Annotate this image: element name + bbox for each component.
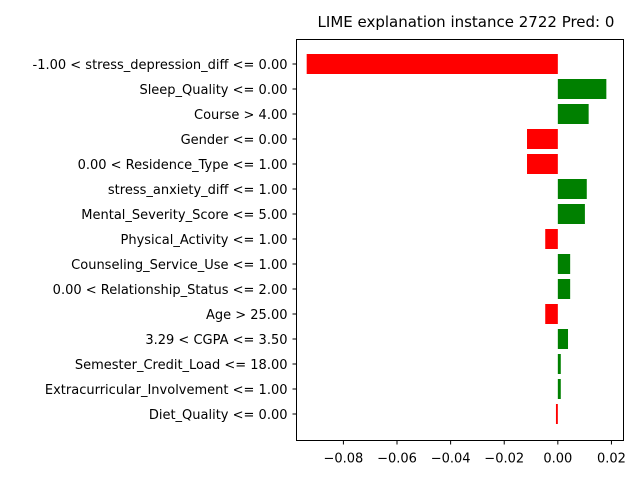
y-tick-label-12: Semester_Credit_Load <= 18.00 [75, 358, 288, 373]
y-tick-label-9: 0.00 < Relationship_Status <= 2.00 [53, 283, 288, 298]
x-tick-label-4: 0.00 [543, 452, 572, 467]
y-tick-label-14: Diet_Quality <= 0.00 [149, 408, 288, 423]
plot-frame [296, 39, 624, 441]
bar-14 [555, 404, 558, 424]
x-tick-label-2: −0.04 [431, 452, 471, 467]
bars-group [306, 54, 607, 424]
bar-6 [557, 204, 585, 224]
bar-4 [527, 154, 558, 174]
bar-12 [557, 354, 561, 374]
bar-1 [557, 79, 607, 99]
bar-9 [557, 279, 571, 299]
x-tick-label-1: −0.06 [377, 452, 417, 467]
chart-title: LIME explanation instance 2722 Pred: 0 [318, 13, 615, 31]
y-tick-label-4: 0.00 < Residence_Type <= 1.00 [78, 158, 288, 173]
x-tick-label-0: −0.08 [323, 452, 363, 467]
bar-5 [557, 179, 587, 199]
y-tick-label-3: Gender <= 0.00 [181, 133, 288, 148]
y-tick-label-7: Physical_Activity <= 1.00 [121, 233, 288, 248]
x-ticks-group: −0.08 −0.06 −0.04 −0.02 0.00 0.02 [323, 440, 626, 467]
bar-8 [557, 254, 571, 274]
bar-3 [527, 129, 558, 149]
y-tick-label-2: Course > 4.00 [194, 108, 288, 123]
bar-2 [557, 104, 589, 124]
y-tick-label-1: Sleep_Quality <= 0.00 [139, 83, 287, 98]
y-tick-label-11: 3.29 < CGPA <= 3.50 [145, 333, 287, 348]
x-tick-label-5: 0.02 [597, 452, 626, 467]
y-tick-label-8: Counseling_Service_Use <= 1.00 [71, 258, 287, 273]
bar-10 [545, 304, 558, 324]
bar-7 [545, 229, 558, 249]
y-tick-label-6: Mental_Severity_Score <= 5.00 [81, 208, 287, 223]
y-ticks-group: -1.00 < stress_depression_diff <= 0.00 Sl… [33, 58, 297, 423]
bar-11 [557, 329, 569, 349]
y-tick-label-13: Extracurricular_Involvement <= 1.00 [45, 383, 288, 398]
y-tick-label-5: stress_anxiety_diff <= 1.00 [108, 183, 288, 198]
x-tick-label-3: −0.02 [484, 452, 524, 467]
y-tick-label-0: -1.00 < stress_depression_diff <= 0.00 [33, 58, 288, 73]
bar-0 [306, 54, 558, 74]
y-tick-label-10: Age > 25.00 [206, 308, 288, 323]
bar-13 [557, 379, 561, 399]
